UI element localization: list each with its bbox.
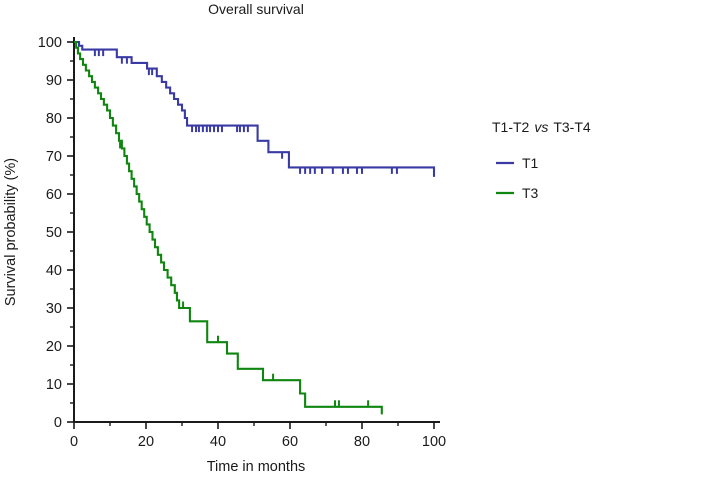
legend-title: T1-T2 vs T3-T4 — [492, 119, 591, 135]
x-tick-label: 60 — [282, 434, 298, 450]
y-tick-label: 70 — [46, 149, 62, 165]
x-tick-label: 0 — [70, 434, 78, 450]
y-tick-label: 10 — [46, 377, 62, 393]
y-tick-label: 40 — [46, 263, 62, 279]
x-tick-label: 100 — [422, 434, 446, 450]
chart-title: Overall survival — [208, 1, 304, 17]
x-tick-label: 40 — [210, 434, 226, 450]
y-tick-label: 60 — [46, 187, 62, 203]
x-axis-label: Time in months — [207, 459, 306, 475]
legend-item-t1: T1 — [522, 155, 539, 171]
y-tick-label: 80 — [46, 111, 62, 127]
x-tick-label: 80 — [354, 434, 370, 450]
y-tick-label: 100 — [38, 35, 62, 51]
survival-curve-t3 — [74, 40, 383, 415]
y-tick-label: 30 — [46, 301, 62, 317]
legend-item-t3: T3 — [522, 185, 539, 201]
y-tick-label: 50 — [46, 225, 62, 241]
legend-title-post: T3-T4 — [553, 119, 591, 135]
legend-title-pre: T1-T2 — [492, 119, 530, 135]
axes: 0 20 40 60 80 100 0 10 20 30 40 50 60 70 80 90 100 — [38, 35, 446, 450]
y-tick-label: 90 — [46, 73, 62, 89]
y-tick-label: 20 — [46, 339, 62, 355]
legend: T1-T2 vs T3-T4 T1 T3 — [492, 119, 591, 201]
x-tick-label: 20 — [138, 434, 154, 450]
y-axis-label: Survival probability (%) — [3, 158, 19, 306]
survival-curves — [74, 40, 436, 415]
survival-curve-t1 — [74, 40, 436, 177]
legend-title-vs: vs — [534, 119, 548, 135]
y-tick-label: 0 — [54, 415, 62, 431]
